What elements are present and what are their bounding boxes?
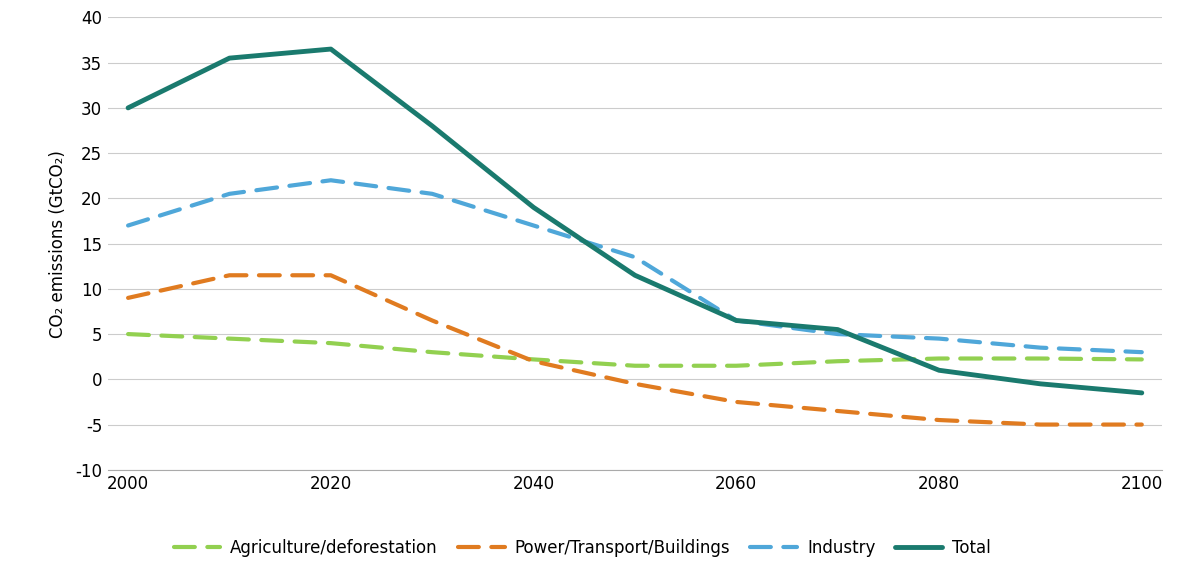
Total	[830, 326, 845, 333]
Agriculture/deforestation	[323, 340, 338, 347]
Agriculture/deforestation	[425, 349, 440, 356]
Total	[425, 122, 440, 129]
Industry	[628, 253, 642, 260]
Agriculture/deforestation	[628, 362, 642, 369]
Agriculture/deforestation	[1033, 355, 1047, 362]
Line: Total: Total	[128, 49, 1142, 393]
Agriculture/deforestation	[830, 358, 845, 365]
Power/Transport/Buildings	[223, 272, 237, 279]
Line: Agriculture/deforestation: Agriculture/deforestation	[128, 334, 1142, 366]
Industry	[323, 177, 338, 184]
Power/Transport/Buildings	[830, 408, 845, 415]
Power/Transport/Buildings	[1135, 421, 1149, 428]
Industry	[121, 222, 135, 229]
Agriculture/deforestation	[932, 355, 946, 362]
Power/Transport/Buildings	[730, 398, 744, 405]
Total	[730, 317, 744, 324]
Total	[1135, 389, 1149, 396]
Power/Transport/Buildings	[121, 295, 135, 302]
Industry	[1135, 349, 1149, 356]
Industry	[1033, 344, 1047, 351]
Agriculture/deforestation	[1135, 356, 1149, 363]
Line: Power/Transport/Buildings: Power/Transport/Buildings	[128, 276, 1142, 425]
Industry	[526, 222, 540, 229]
Agriculture/deforestation	[730, 362, 744, 369]
Power/Transport/Buildings	[628, 380, 642, 387]
Total	[526, 204, 540, 211]
Agriculture/deforestation	[526, 356, 540, 363]
Industry	[730, 317, 744, 324]
Y-axis label: CO₂ emissions (GtCO₂): CO₂ emissions (GtCO₂)	[49, 150, 67, 338]
Agriculture/deforestation	[121, 331, 135, 338]
Line: Industry: Industry	[128, 180, 1142, 352]
Total	[223, 55, 237, 61]
Power/Transport/Buildings	[425, 317, 440, 324]
Total	[1033, 380, 1047, 387]
Power/Transport/Buildings	[323, 272, 338, 279]
Industry	[223, 190, 237, 197]
Total	[121, 104, 135, 111]
Industry	[425, 190, 440, 197]
Legend: Agriculture/deforestation, Power/Transport/Buildings, Industry, Total: Agriculture/deforestation, Power/Transpo…	[167, 532, 998, 564]
Power/Transport/Buildings	[1033, 421, 1047, 428]
Industry	[830, 331, 845, 338]
Power/Transport/Buildings	[932, 416, 946, 423]
Total	[932, 367, 946, 374]
Agriculture/deforestation	[223, 335, 237, 342]
Total	[628, 272, 642, 279]
Total	[323, 46, 338, 53]
Power/Transport/Buildings	[526, 358, 540, 365]
Industry	[932, 335, 946, 342]
